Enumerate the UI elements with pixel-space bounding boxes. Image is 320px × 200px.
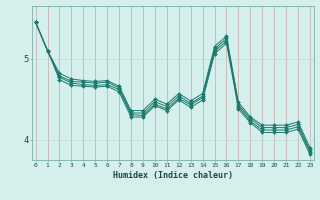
X-axis label: Humidex (Indice chaleur): Humidex (Indice chaleur)	[113, 171, 233, 180]
